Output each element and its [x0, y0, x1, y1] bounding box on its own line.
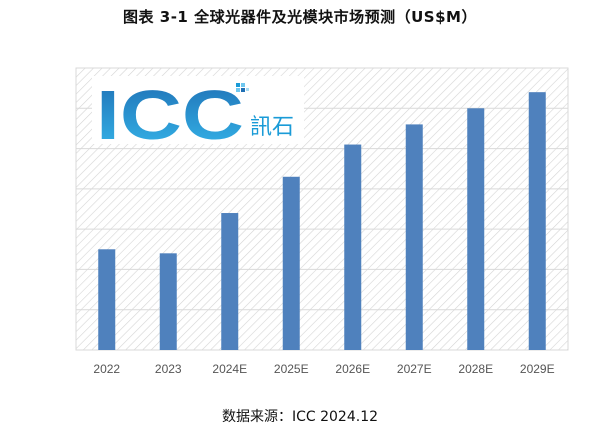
bars — [98, 92, 546, 351]
x-tick-label: 2022 — [93, 362, 120, 376]
figure-title: 图表 3-1 全球光器件及光模块市场预测（US$M） — [123, 8, 477, 26]
bar-2024E — [221, 213, 239, 350]
bar-2023 — [159, 253, 177, 350]
figure-source: 数据来源：ICC 2024.12 — [221, 409, 379, 425]
logo-letters: ICC — [96, 76, 244, 154]
x-tick-label: 2023 — [155, 362, 182, 376]
bar-2026E — [344, 144, 362, 350]
x-tick-label: 2027E — [397, 362, 432, 376]
bar-2022 — [98, 249, 116, 350]
x-tick-label: 2024E — [212, 362, 247, 376]
x-tick-label: 2029E — [520, 362, 555, 376]
logo-background — [92, 76, 304, 144]
logo-chinese: 訊石 — [250, 115, 294, 140]
bar-2027E — [405, 124, 423, 351]
logo-pixel-icon — [236, 83, 249, 92]
x-tick-label: 2025E — [274, 362, 309, 376]
icc-logo: ICC 訊石 — [92, 76, 304, 154]
x-tick-label: 2028E — [458, 362, 493, 376]
x-tick-label: 2026E — [335, 362, 370, 376]
bar-2025E — [282, 176, 300, 350]
x-axis-ticks: 2022 2023 2024E 2025E 2026E 2027E 2028E 2029E — [93, 362, 554, 376]
bar-2028E — [467, 108, 485, 351]
bar-2029E — [528, 92, 546, 351]
